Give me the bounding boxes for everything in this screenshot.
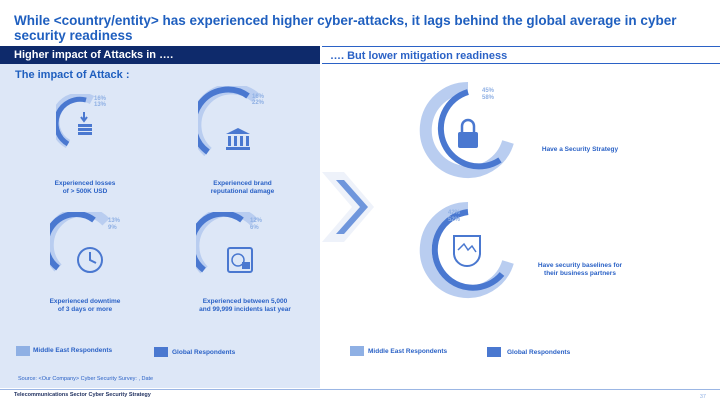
source-note: Source: <Our Company> Cyber Security Sur… — [18, 376, 154, 382]
strategy-pct-global: 58% — [482, 95, 495, 101]
downtime-gauge — [50, 212, 110, 273]
legend-me-label-right: Middle East Respondents — [368, 348, 448, 355]
baselines-gauge — [419, 201, 514, 298]
bank-icon — [226, 128, 250, 150]
losses-gauge — [56, 94, 95, 148]
legend-me-swatch-right — [350, 346, 364, 356]
left-panel — [0, 46, 320, 388]
brand-caption-line2: reputational damage — [210, 188, 275, 195]
legend-global-swatch — [154, 347, 168, 357]
baselines-label: Have security baselines for their busine… — [520, 262, 640, 278]
page-number: 37 — [699, 394, 706, 400]
brand-pct-global: 22% — [252, 100, 265, 106]
downtime-caption: Experienced downtime of 3 days or more — [25, 298, 145, 314]
brand-caption-line1: Experienced brand — [213, 180, 272, 187]
incidents-caption-line2: and 99,999 incidents last year — [199, 306, 291, 313]
losses-pct-me: 16% — [94, 96, 107, 102]
legend-me-swatch — [16, 346, 30, 356]
incidents-pct-me: 12% — [250, 218, 263, 224]
chevron-right-icon — [322, 172, 374, 242]
money-icon — [78, 112, 92, 135]
downtime-caption-line2: of 3 days or more — [57, 306, 113, 313]
footer-divider — [0, 389, 720, 390]
losses-pct-global: 13% — [94, 102, 107, 108]
shield-icon — [453, 235, 481, 268]
downtime-caption-line1: Experienced downtime — [49, 298, 121, 305]
strategy-pct-me: 45% — [482, 88, 495, 94]
brand-pct-me: 16% — [252, 94, 265, 100]
baselines-label-line2: their business partners — [544, 270, 616, 277]
padlock-icon — [458, 118, 478, 148]
globe-lock-icon — [227, 247, 253, 273]
clock-icon — [77, 247, 103, 273]
baselines-pct-global: 52% — [448, 217, 461, 223]
losses-caption: Experienced losses of > 500K USD — [30, 180, 140, 196]
slide-title: While <country/entity> has experienced h… — [14, 13, 677, 43]
left-header: Higher impact of Attacks in …. — [0, 46, 320, 64]
downtime-pct-global: 9% — [108, 225, 117, 231]
losses-caption-line2: of > 500K USD — [62, 188, 108, 195]
baselines-pct-me: 42% — [448, 210, 461, 216]
incidents-caption-line1: Experienced between 5,000 — [202, 298, 288, 305]
strategy-label: Have a Security Strategy — [541, 146, 619, 153]
legend-global-label-right: Global Respondents — [507, 349, 571, 356]
incidents-pct-global: 6% — [250, 225, 259, 231]
baselines-label-line1: Have security baselines for — [537, 262, 623, 269]
legend-global-swatch-right — [487, 347, 501, 357]
strategy-gauge — [419, 81, 514, 178]
incidents-caption: Experienced between 5,000 and 99,999 inc… — [180, 298, 310, 314]
brand-gauge — [198, 86, 260, 157]
losses-caption-line1: Experienced losses — [54, 180, 116, 187]
incidents-gauge — [196, 212, 258, 274]
brand-caption: Experienced brand reputational damage — [185, 180, 300, 196]
legend-me-label: Middle East Respondents — [33, 347, 113, 354]
right-header: …. But lower mitigation readiness — [322, 46, 720, 64]
footer-title: Telecommunications Sector Cyber Security… — [14, 392, 151, 398]
downtime-pct-me: 13% — [108, 218, 121, 224]
legend-global-label: Global Respondents — [172, 349, 236, 356]
impact-title: The impact of Attack : — [15, 69, 130, 81]
